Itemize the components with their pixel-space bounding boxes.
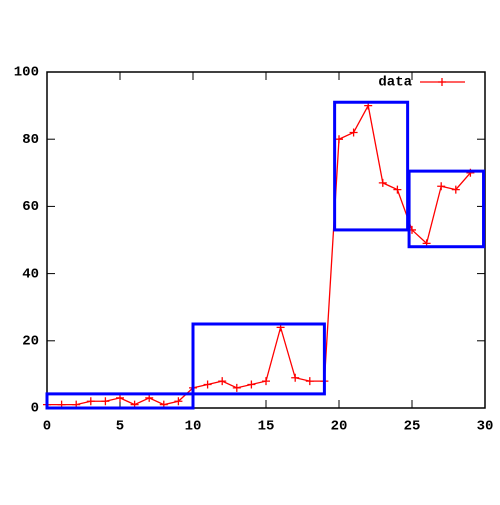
highlight-box [191, 322, 326, 396]
x-tick-label: 30 [477, 419, 494, 435]
point-marker [218, 377, 227, 386]
x-tick-label: 10 [185, 419, 202, 435]
highlight-box [45, 392, 195, 410]
highlight-box [407, 169, 486, 249]
point-marker [232, 383, 241, 392]
point-marker [86, 397, 95, 406]
point-marker [437, 182, 446, 191]
x-tick-label: 25 [404, 419, 421, 435]
point-marker [335, 135, 343, 144]
point-marker [378, 178, 387, 187]
point-marker [262, 377, 270, 386]
highlight-box [333, 100, 410, 232]
x-tick-label: 0 [43, 419, 51, 435]
x-tick-label: 15 [258, 419, 275, 435]
point-marker [451, 185, 460, 194]
point-marker [247, 380, 256, 389]
y-tick-label: 80 [22, 132, 39, 148]
point-marker [305, 377, 314, 386]
point-marker [393, 185, 402, 194]
point-marker [174, 397, 183, 406]
point-marker [349, 128, 358, 137]
legend-label: data [378, 75, 412, 91]
y-tick-label: 0 [31, 401, 39, 417]
x-tick-label: 5 [116, 419, 124, 435]
y-tick-label: 100 [14, 65, 39, 81]
y-tick-label: 20 [22, 334, 39, 350]
point-marker [291, 373, 300, 382]
x-tick-label: 20 [331, 419, 348, 435]
point-marker [203, 380, 212, 389]
point-marker [101, 397, 110, 406]
y-tick-label: 60 [22, 199, 39, 215]
plot-frame [46, 71, 486, 409]
legend-marker [438, 78, 446, 86]
y-tick-label: 40 [22, 266, 39, 282]
